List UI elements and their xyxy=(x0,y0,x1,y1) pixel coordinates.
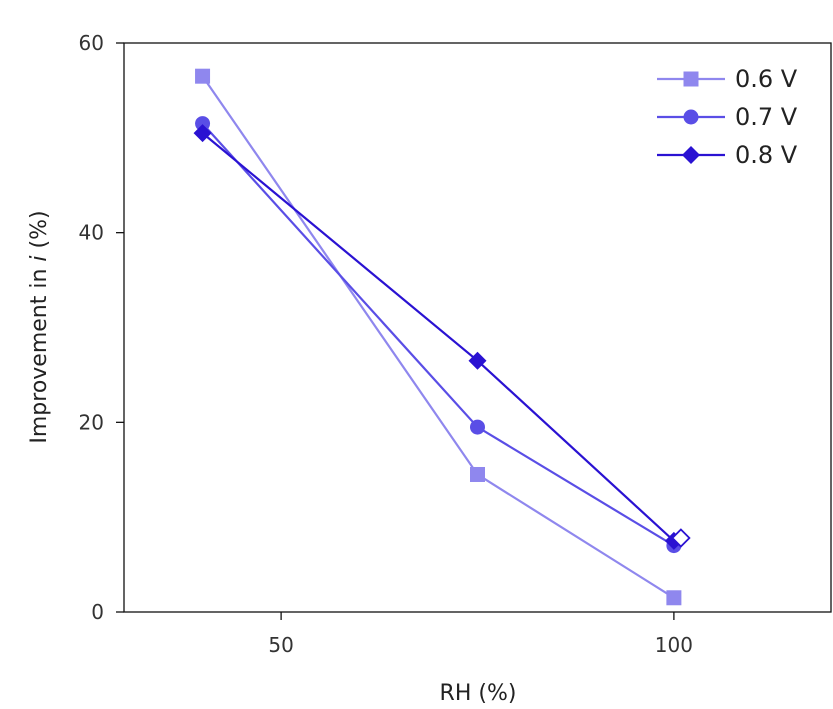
legend-entry: 0.7 V xyxy=(657,103,798,131)
data-point xyxy=(195,68,211,84)
data-point xyxy=(468,351,487,370)
y-tick-label: 20 xyxy=(79,410,104,434)
series-layer xyxy=(193,68,683,606)
legend-label: 0.6 V xyxy=(735,65,798,93)
series-line xyxy=(201,122,675,547)
open-diamond-marker xyxy=(671,528,691,548)
x-tick-label: 50 xyxy=(268,633,293,657)
axis-ticks: 0 20 40 60 50 100 xyxy=(79,31,693,657)
data-point xyxy=(470,466,485,482)
data-point xyxy=(195,116,211,132)
legend-label: 0.7 V xyxy=(735,103,798,131)
y-tick-label: 60 xyxy=(79,31,104,55)
legend-label: 0.8 V xyxy=(735,141,798,169)
data-point xyxy=(666,590,682,606)
legend-entry: 0.6 V xyxy=(657,65,798,93)
data-point xyxy=(193,124,212,143)
y-axis-label-suffix: (%) xyxy=(27,210,52,255)
legend-entry: 0.8 V xyxy=(657,141,798,169)
x-axis-label: RH (%) xyxy=(440,681,517,706)
annotation-layer xyxy=(671,528,691,548)
y-axis-label-prefix: Improvement in xyxy=(27,262,52,444)
series-line xyxy=(201,75,675,599)
series-0-6-v xyxy=(195,68,682,606)
y-tick-label: 0 xyxy=(91,600,104,624)
plot-axes xyxy=(123,42,832,613)
y-axis-label-variable: i xyxy=(27,255,52,261)
legend-marker xyxy=(682,146,700,164)
legend-marker xyxy=(683,71,699,87)
data-point xyxy=(470,419,485,435)
legend-marker xyxy=(683,109,699,125)
x-tick-label: 100 xyxy=(655,633,693,657)
series-0-8-v xyxy=(193,124,683,550)
series-0-7-v xyxy=(195,116,682,554)
series-line xyxy=(201,132,675,542)
legend: 0.6 V 0.7 V 0.8 V xyxy=(657,65,798,169)
plot-frame xyxy=(123,42,832,613)
y-tick-label: 40 xyxy=(79,221,104,245)
y-axis-label: Improvement in i (%) xyxy=(27,210,52,443)
